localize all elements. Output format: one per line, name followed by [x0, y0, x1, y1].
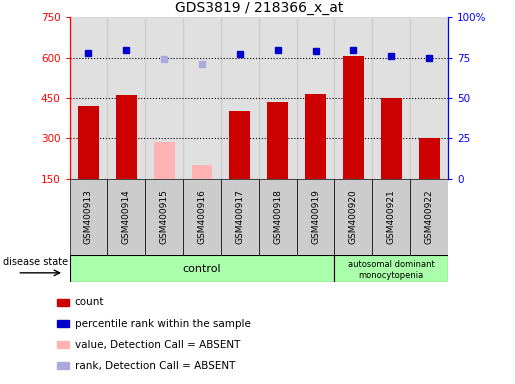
- Bar: [335, 255, 448, 282]
- Bar: [343, 56, 364, 179]
- Bar: [78, 106, 99, 179]
- Bar: [107, 17, 145, 179]
- Text: GSM400913: GSM400913: [84, 190, 93, 244]
- Text: GSM400918: GSM400918: [273, 190, 282, 244]
- Bar: [57, 362, 69, 369]
- Bar: [154, 142, 175, 179]
- Bar: [297, 17, 335, 179]
- Bar: [259, 17, 297, 179]
- Text: control: control: [183, 264, 221, 274]
- Bar: [145, 179, 183, 255]
- Text: GSM400914: GSM400914: [122, 190, 131, 244]
- Bar: [192, 165, 212, 179]
- Bar: [230, 111, 250, 179]
- Bar: [297, 179, 335, 255]
- Text: GSM400920: GSM400920: [349, 190, 358, 244]
- Bar: [183, 179, 221, 255]
- Bar: [419, 138, 439, 179]
- Bar: [221, 17, 259, 179]
- Title: GDS3819 / 218366_x_at: GDS3819 / 218366_x_at: [175, 1, 343, 15]
- Bar: [335, 17, 372, 179]
- Text: GSM400917: GSM400917: [235, 190, 244, 244]
- Text: GSM400919: GSM400919: [311, 190, 320, 244]
- Bar: [305, 94, 326, 179]
- Bar: [267, 102, 288, 179]
- Bar: [335, 179, 372, 255]
- Bar: [70, 179, 107, 255]
- Bar: [107, 179, 145, 255]
- Bar: [70, 17, 107, 179]
- Bar: [183, 17, 221, 179]
- Bar: [381, 98, 402, 179]
- Text: GSM400915: GSM400915: [160, 190, 168, 244]
- Bar: [116, 95, 136, 179]
- Bar: [372, 179, 410, 255]
- Bar: [57, 320, 69, 327]
- Text: disease state: disease state: [4, 257, 68, 267]
- Bar: [372, 17, 410, 179]
- Bar: [259, 179, 297, 255]
- Text: count: count: [75, 297, 105, 308]
- Bar: [57, 299, 69, 306]
- Bar: [70, 255, 334, 282]
- Text: autosomal dominant: autosomal dominant: [348, 260, 435, 269]
- Text: percentile rank within the sample: percentile rank within the sample: [75, 318, 251, 329]
- Text: GSM400922: GSM400922: [425, 190, 434, 244]
- Bar: [410, 179, 448, 255]
- Text: rank, Detection Call = ABSENT: rank, Detection Call = ABSENT: [75, 361, 235, 371]
- Bar: [410, 17, 448, 179]
- Bar: [221, 179, 259, 255]
- Text: value, Detection Call = ABSENT: value, Detection Call = ABSENT: [75, 339, 240, 350]
- Text: GSM400916: GSM400916: [198, 190, 207, 244]
- Bar: [57, 341, 69, 348]
- Text: GSM400921: GSM400921: [387, 190, 396, 244]
- Text: monocytopenia: monocytopenia: [358, 271, 424, 280]
- Bar: [145, 17, 183, 179]
